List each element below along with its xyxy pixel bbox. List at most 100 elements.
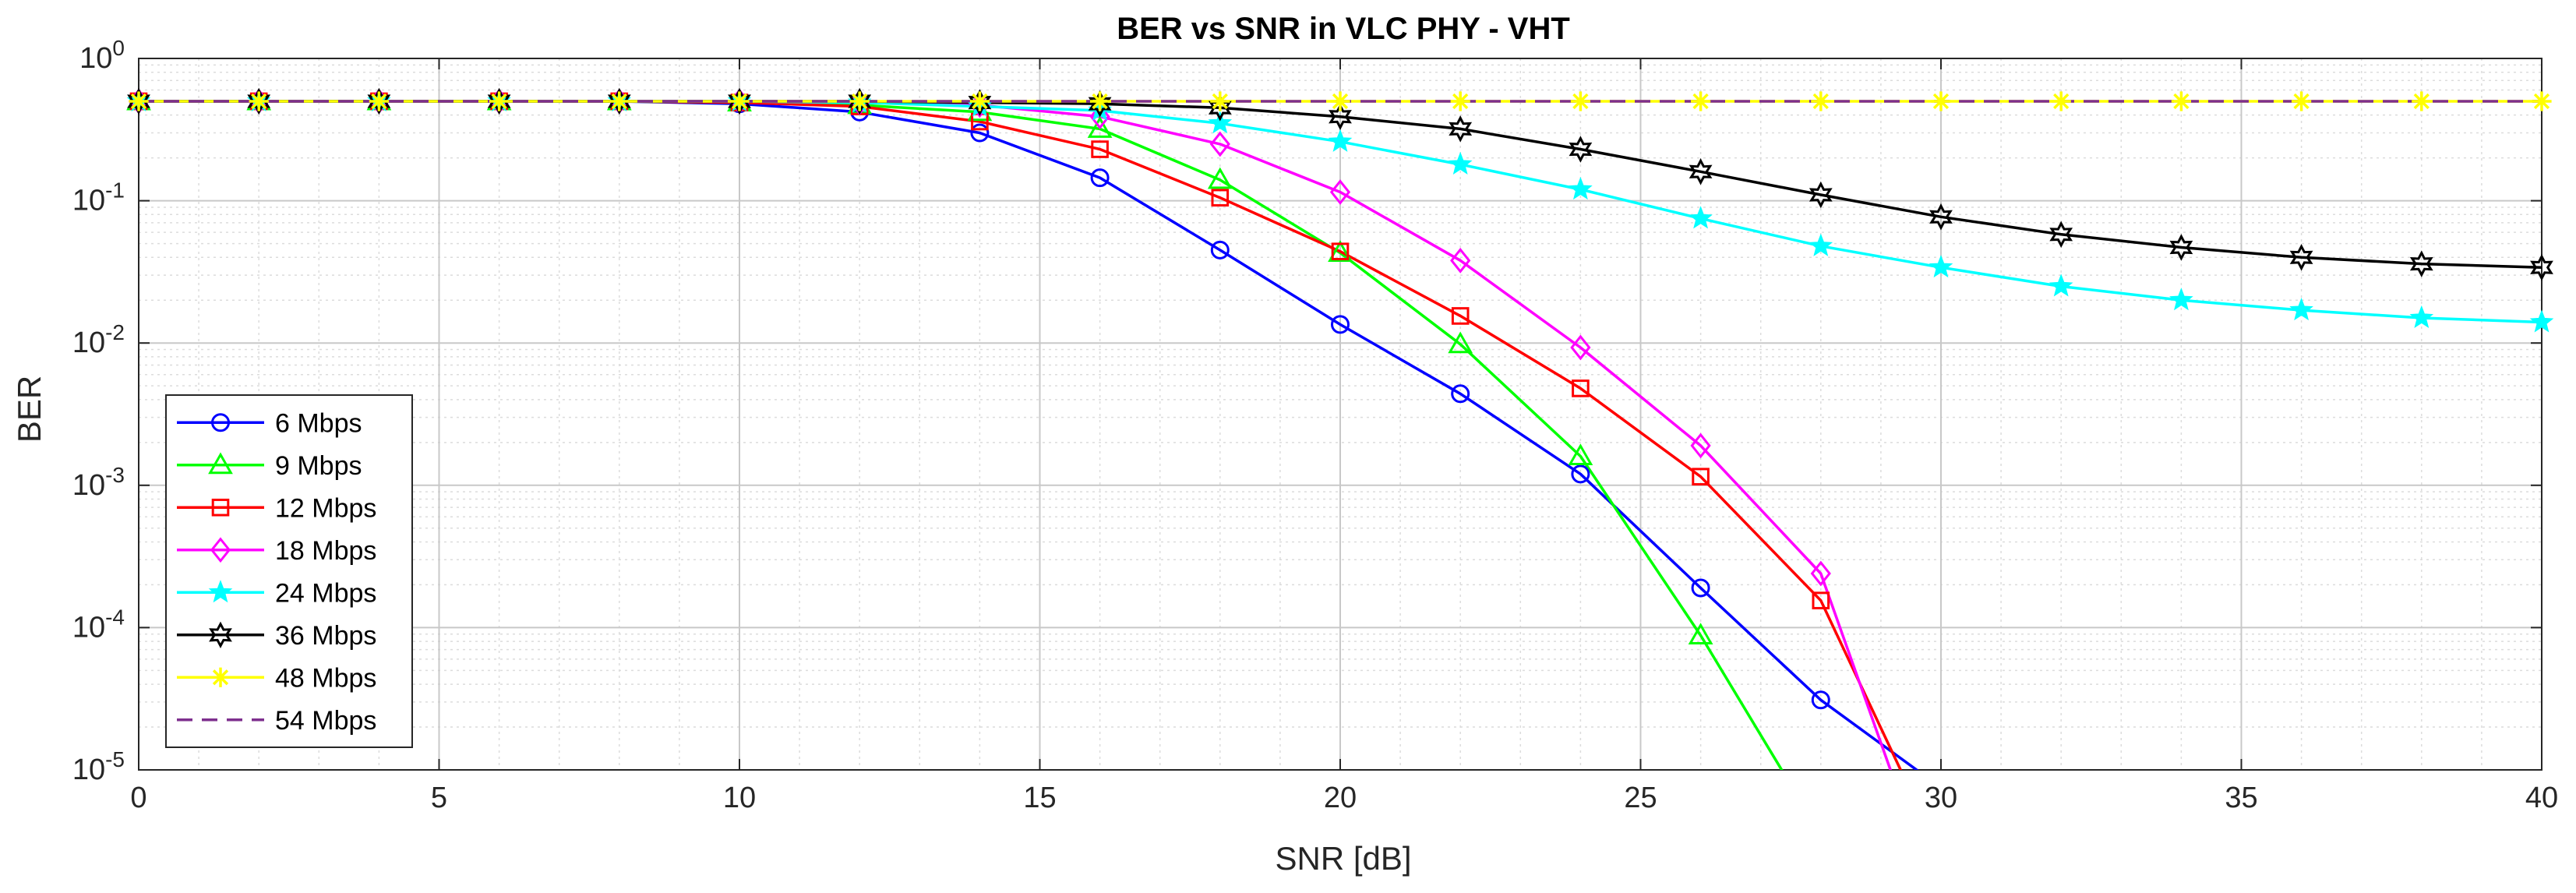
marker bbox=[968, 89, 992, 116]
marker bbox=[1450, 91, 1470, 111]
marker bbox=[2289, 244, 2313, 271]
marker bbox=[2529, 309, 2554, 333]
y-tick-label: 10-3 bbox=[72, 463, 125, 502]
x-tick-label: 25 bbox=[1624, 782, 1657, 814]
x-tick-label: 15 bbox=[1023, 782, 1056, 814]
marker bbox=[2412, 91, 2432, 111]
marker bbox=[367, 87, 391, 115]
x-axis-label: SNR [dB] bbox=[1275, 840, 1411, 877]
marker bbox=[607, 87, 631, 115]
marker bbox=[1208, 111, 1233, 134]
x-tick-label: 10 bbox=[723, 782, 756, 814]
marker bbox=[2532, 91, 2552, 111]
marker bbox=[2409, 305, 2434, 329]
marker bbox=[1688, 623, 1713, 645]
marker-stroke bbox=[2173, 93, 2190, 110]
legend: 6 Mbps 9 Mbps 12 Mbps 18 Mbps 24 Mbps 36 Mbps… bbox=[165, 394, 413, 748]
marker bbox=[1329, 179, 1351, 205]
marker bbox=[728, 87, 751, 115]
marker bbox=[208, 580, 233, 603]
marker bbox=[1328, 129, 1353, 152]
marker bbox=[849, 91, 870, 111]
marker bbox=[2051, 91, 2071, 111]
marker bbox=[2049, 221, 2073, 249]
marker bbox=[489, 91, 510, 111]
marker bbox=[1691, 578, 1710, 598]
marker bbox=[1928, 255, 1953, 278]
series-markers bbox=[126, 87, 2554, 710]
marker bbox=[848, 87, 872, 115]
marker-stroke bbox=[2413, 93, 2430, 110]
marker bbox=[1330, 91, 1350, 111]
marker-stroke bbox=[371, 93, 387, 110]
marker bbox=[1569, 136, 1593, 163]
marker-stroke bbox=[1092, 93, 1108, 110]
marker bbox=[1570, 334, 1591, 361]
marker bbox=[1448, 331, 1473, 354]
marker bbox=[1812, 591, 1830, 609]
x-tick-label: 5 bbox=[431, 782, 447, 814]
marker bbox=[1211, 189, 1230, 207]
x-tick-label: 40 bbox=[2525, 782, 2558, 814]
y-axis-label: BER bbox=[11, 376, 48, 443]
marker-stroke bbox=[2293, 93, 2310, 110]
x-tick-label: 35 bbox=[2225, 782, 2257, 814]
y-axis-ticks: 100 10-1 10-2 10-3 10-4 10-5 bbox=[72, 36, 2542, 786]
marker bbox=[1210, 91, 1230, 111]
marker bbox=[247, 87, 271, 115]
marker bbox=[1090, 91, 1110, 111]
chart-title: BER vs SNR in VLC PHY - VHT bbox=[1117, 12, 1570, 46]
x-tick-label: 0 bbox=[130, 782, 146, 814]
x-tick-label: 30 bbox=[1925, 782, 1957, 814]
marker-stroke bbox=[611, 93, 627, 110]
marker-stroke bbox=[212, 669, 229, 686]
marker-stroke bbox=[1452, 93, 1469, 110]
y-tick-label: 100 bbox=[79, 36, 125, 75]
marker bbox=[2530, 253, 2553, 281]
legend-label: 6 Mbps bbox=[275, 408, 362, 438]
marker bbox=[1811, 91, 1831, 111]
marker bbox=[1568, 443, 1593, 466]
marker bbox=[2289, 298, 2313, 321]
marker bbox=[1210, 240, 1230, 259]
marker bbox=[1209, 131, 1230, 157]
marker-stroke bbox=[491, 93, 507, 110]
marker bbox=[1571, 464, 1590, 484]
marker bbox=[2292, 91, 2312, 111]
marker bbox=[1929, 203, 1953, 231]
marker-stroke bbox=[1212, 93, 1228, 110]
marker bbox=[210, 537, 231, 563]
marker bbox=[211, 498, 230, 517]
marker bbox=[1448, 151, 1473, 175]
marker-stroke bbox=[972, 93, 988, 110]
legend-label: 36 Mbps bbox=[275, 621, 376, 651]
marker bbox=[1090, 168, 1110, 188]
marker bbox=[1572, 379, 1590, 397]
legend-label: 24 Mbps bbox=[275, 578, 376, 608]
y-tick-label: 10-4 bbox=[72, 605, 125, 644]
legend-label: 9 Mbps bbox=[275, 451, 362, 481]
marker bbox=[1570, 91, 1590, 111]
marker bbox=[1931, 91, 1951, 111]
marker bbox=[970, 123, 990, 143]
marker-stroke bbox=[130, 93, 147, 110]
marker bbox=[969, 91, 990, 111]
marker bbox=[127, 87, 150, 115]
legend-label: 54 Mbps bbox=[275, 706, 376, 736]
marker bbox=[1689, 206, 1713, 229]
marker bbox=[1808, 233, 1833, 256]
marker bbox=[2409, 250, 2433, 277]
marker bbox=[1207, 167, 1233, 189]
marker-stroke bbox=[1812, 93, 1829, 110]
marker bbox=[211, 413, 230, 432]
marker bbox=[2171, 91, 2191, 111]
marker bbox=[1692, 468, 1710, 486]
marker-stroke bbox=[1332, 93, 1349, 110]
marker bbox=[1691, 91, 1711, 111]
marker bbox=[1451, 307, 1470, 325]
marker bbox=[249, 91, 269, 111]
marker bbox=[1089, 104, 1110, 130]
marker-stroke bbox=[1932, 93, 1950, 110]
marker bbox=[209, 621, 232, 649]
marker bbox=[729, 91, 750, 111]
